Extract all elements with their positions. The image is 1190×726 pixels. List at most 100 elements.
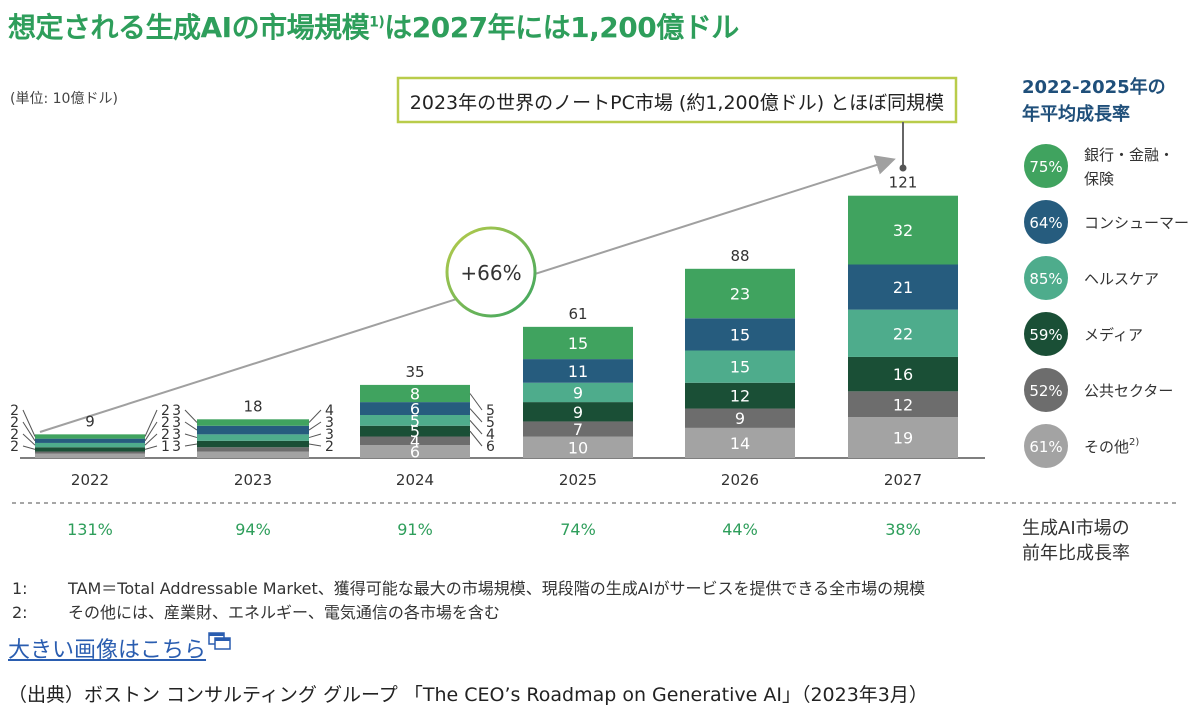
side-leader-line xyxy=(184,409,198,423)
side-leader-line xyxy=(184,443,198,447)
side-leader-line xyxy=(144,409,158,437)
x-tick-label: 2024 xyxy=(396,471,434,489)
bar-segment-2026-2 xyxy=(685,382,795,409)
legend-swatch xyxy=(1024,200,1068,244)
page-title: 想定される生成AIの市場規模1)は2027年には1,200億ドル xyxy=(8,11,739,44)
bar-segment-2025-2 xyxy=(523,402,633,422)
cagr-header-line1: 2022-2025年の xyxy=(1022,76,1166,98)
side-leader-line xyxy=(22,409,36,437)
bar-segment-2024-1 xyxy=(360,436,470,446)
legend-label: 銀行・金融・ xyxy=(1084,146,1174,164)
cagr-header-line2: 年平均成長率 xyxy=(1022,103,1130,125)
bar-value-label: 15 xyxy=(730,325,750,344)
legend-swatch xyxy=(1024,424,1068,468)
large-image-link-label[interactable]: 大きい画像はこちら xyxy=(8,638,207,663)
side-value-label: 3 xyxy=(172,439,181,455)
bar-segment-2027-5 xyxy=(848,195,958,265)
bar-total-label: 88 xyxy=(730,247,749,265)
side-value-label: 3 xyxy=(325,427,334,443)
bar-total-label: 35 xyxy=(405,363,424,381)
bar-value-label: 12 xyxy=(730,387,750,406)
side-value-label: 2 xyxy=(161,403,170,419)
legend-label: コンシューマー xyxy=(1084,214,1189,232)
bar-value-label: 5 xyxy=(410,411,420,430)
bar-segment-2022-3 xyxy=(35,442,145,448)
growth-bubble-label: +66% xyxy=(460,261,521,285)
bar-segment-2025-1 xyxy=(523,421,633,437)
bar-segment-2024-4 xyxy=(360,402,470,415)
bar-segment-2025-4 xyxy=(523,359,633,383)
bars-layer: 9186455683510799111561149121515238819121… xyxy=(35,174,958,462)
bar-value-label: 9 xyxy=(573,403,583,422)
side-leader-line xyxy=(144,433,158,446)
side-value-label: 2 xyxy=(10,403,19,419)
side-leader-line xyxy=(308,409,322,423)
bar-value-label: 16 xyxy=(893,365,913,384)
bar-value-label: 7 xyxy=(573,420,583,439)
side-leader-line xyxy=(184,421,198,431)
bar-segment-2025-3 xyxy=(523,382,633,403)
side-value-label: 2 xyxy=(10,427,19,443)
legend-cagr: 59% xyxy=(1029,326,1062,344)
side-leader-line xyxy=(469,408,483,423)
yoy-label-line2: 前年比成長率 xyxy=(1022,543,1130,564)
external-window-icon[interactable] xyxy=(208,632,232,650)
side-leader-line xyxy=(144,421,158,442)
side-value-label: 6 xyxy=(486,439,495,455)
legend-label: メディア xyxy=(1084,326,1143,344)
legend: 75% 銀行・金融・保険 64% コンシューマー 85% ヘルスケア 59% メディア 52% 公… xyxy=(1024,144,1189,468)
bar-value-label: 32 xyxy=(893,221,913,240)
side-leader-line xyxy=(22,421,36,442)
bar-segment-2026-3 xyxy=(685,350,795,383)
x-tick-layer: 2022 2023 2024 2025 2026 2027 xyxy=(71,471,922,489)
bar-segment-2027-3 xyxy=(848,309,958,357)
side-value-label: 2 xyxy=(325,439,334,455)
footnote-1-text: TAM＝Total Addressable Market、獲得可能な最大の市場規… xyxy=(67,579,925,598)
legend-cagr: 61% xyxy=(1029,438,1062,456)
side-value-label: 3 xyxy=(172,415,181,431)
bar-segment-2023-0 xyxy=(197,451,309,458)
side-value-label: 2 xyxy=(161,427,170,443)
bar-value-label: 15 xyxy=(730,358,750,377)
callout-text: 2023年の世界のノートPC市場 (約1,200億ドル) とほぼ同規模 xyxy=(410,92,944,114)
legend-swatch xyxy=(1024,256,1068,300)
side-leader-line xyxy=(469,430,483,447)
bar-segment-2026-1 xyxy=(685,408,795,428)
callout-connector-dot xyxy=(899,164,907,172)
legend-cagr: 75% xyxy=(1029,158,1062,176)
legend-label: 保険 xyxy=(1084,170,1114,188)
bar-segment-2024-3 xyxy=(360,415,470,426)
bar-segment-2022-5 xyxy=(35,434,145,439)
bar-value-label: 10 xyxy=(568,438,588,457)
bar-segment-2022-4 xyxy=(35,438,145,443)
x-tick-label: 2025 xyxy=(559,471,597,489)
bar-segment-2026-5 xyxy=(685,268,795,319)
bar-value-label: 22 xyxy=(893,324,913,343)
bar-segment-2027-2 xyxy=(848,356,958,392)
bar-segment-2022-1 xyxy=(35,451,145,454)
bar-segment-2024-2 xyxy=(360,425,470,437)
bar-segment-2026-4 xyxy=(685,318,795,351)
bar-segment-2022-0 xyxy=(35,453,145,458)
bar-value-label: 9 xyxy=(735,409,745,428)
bar-segment-2024-0 xyxy=(360,445,470,458)
bar-value-label: 23 xyxy=(730,285,750,304)
bar-value-label: 5 xyxy=(410,422,420,441)
x-tick-label: 2027 xyxy=(884,471,922,489)
bar-segment-2027-1 xyxy=(848,391,958,418)
bar-segment-2027-0 xyxy=(848,417,958,458)
side-leader-line xyxy=(22,433,36,446)
legend-label: 公共セクター xyxy=(1084,382,1173,400)
side-leader-line xyxy=(469,393,483,411)
large-image-link[interactable]: 大きい画像はこちら xyxy=(8,632,232,664)
bar-segment-2023-4 xyxy=(197,425,309,435)
side-value-label: 5 xyxy=(486,415,495,431)
legend-cagr: 64% xyxy=(1029,214,1062,232)
bar-value-label: 4 xyxy=(410,432,420,451)
side-value-label: 5 xyxy=(486,403,495,419)
footnote-2-num: 2: xyxy=(12,603,28,622)
side-leader-line xyxy=(184,433,198,439)
side-value-label: 1 xyxy=(161,439,170,455)
bar-total-label: 61 xyxy=(568,305,587,323)
legend-label: その他2) xyxy=(1084,437,1139,456)
